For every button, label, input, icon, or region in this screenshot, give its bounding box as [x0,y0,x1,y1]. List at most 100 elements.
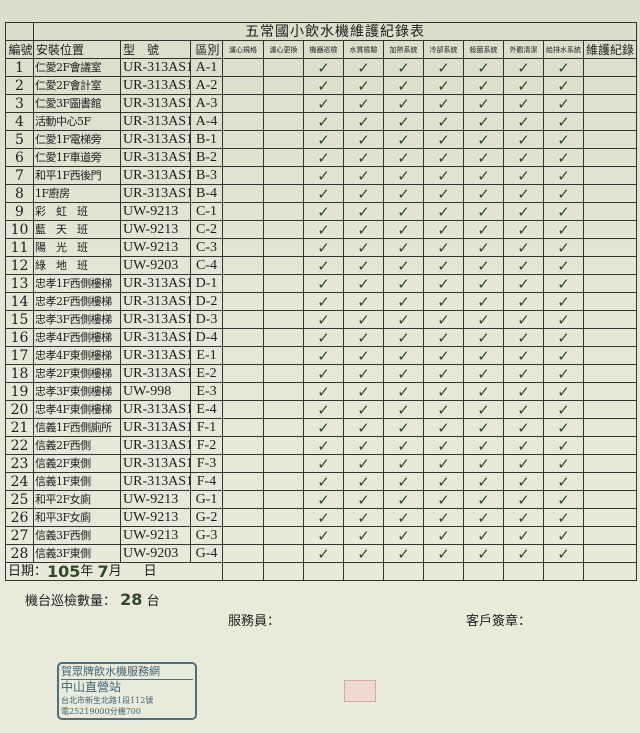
cell-location: 綠 地 班 [33,256,121,275]
cell-zone: C-4 [190,256,223,275]
cell-10: ✓ [463,58,504,77]
cell-9: ✓ [423,382,464,401]
table-row: 22 信義2F西側 UR-313AS1 F-2 ✓ ✓ ✓ ✓ ✓ ✓ ✓ [5,436,638,455]
check-mark-icon: ✓ [317,382,330,401]
cell-11: ✓ [503,130,544,149]
cell-13 [582,364,638,383]
cell-4 [222,418,264,437]
check-mark-icon: ✓ [397,202,410,221]
cell-location: 陽 光 班 [33,238,121,257]
cell-4 [222,454,264,473]
cell-12: ✓ [543,256,584,275]
cell-12: ✓ [543,166,584,185]
cell-4 [222,472,264,491]
cell-12: ✓ [543,544,584,563]
cell-13 [582,256,638,275]
cell-number: 8 [5,184,34,203]
check-mark-icon: ✓ [357,418,370,437]
empty-cell [303,562,344,581]
check-mark-icon: ✓ [357,274,370,293]
cell-10: ✓ [463,418,504,437]
table-row: 16 忠孝4F西側樓梯 UR-313AS1 D-4 ✓ ✓ ✓ ✓ ✓ ✓ ✓ [5,328,638,347]
cell-8: ✓ [383,400,424,419]
cell-8: ✓ [383,544,424,563]
check-mark-icon: ✓ [557,256,570,275]
cell-7: ✓ [343,202,384,221]
cell-location: 仁愛2F會計室 [33,76,121,95]
cell-location: 信義2F東側 [33,454,121,473]
check-mark-icon: ✓ [357,76,370,95]
check-mark-icon: ✓ [557,472,570,491]
table-row: 5 仁愛1F電梯旁 UR-313AS1 B-1 ✓ ✓ ✓ ✓ ✓ ✓ ✓ [5,130,638,149]
maintenance-table: 五常國小飲水機維護紀錄表 編號 安裝位置型 號區別 濾心規格 濾心更換 機器巡檢 水質檢驗… [5,22,638,581]
check-mark-icon: ✓ [477,202,490,221]
cell-12: ✓ [543,472,584,491]
cell-10: ✓ [463,364,504,383]
date-part: 7 [97,562,109,581]
cell-9: ✓ [423,544,464,563]
cell-4 [222,184,264,203]
cell-model: UR-313AS1 [120,292,191,311]
cell-6: ✓ [303,418,344,437]
check-mark-icon: ✓ [437,238,450,257]
column-header: 濾心更換 [263,40,304,59]
cell-10: ✓ [463,220,504,239]
cell-11: ✓ [503,76,544,95]
cell-9: ✓ [423,508,464,527]
check-mark-icon: ✓ [517,220,530,239]
check-mark-icon: ✓ [397,94,410,113]
date-cell: 日期：105年 7月 日 [5,562,223,581]
cell-5 [263,328,304,347]
cell-11: ✓ [503,472,544,491]
company-stamp: 賀眾牌飲水機服務網 中山直營站 台北市新生北路1段112號 電25219000分… [57,662,197,720]
cell-model: UR-313AS1 [120,148,191,167]
check-mark-icon: ✓ [557,130,570,149]
date-part: 日 [143,563,157,579]
cell-model: UR-313AS1 [120,58,191,77]
cell-model: UW-9213 [120,490,191,509]
cell-number: 19 [5,382,34,401]
cell-number: 9 [5,202,34,221]
cell-7: ✓ [343,382,384,401]
cell-4 [222,400,264,419]
cell-model: UR-313AS1 [120,94,191,113]
cell-11: ✓ [503,238,544,257]
cell-number: 20 [5,400,34,419]
cell-7: ✓ [343,544,384,563]
check-mark-icon: ✓ [517,364,530,383]
column-header: 冷卻系統 [423,40,464,59]
table-row: 1 仁愛2F會議室 UR-313AS1 A-1 ✓ ✓ ✓ ✓ ✓ ✓ ✓ [5,58,638,77]
cell-12: ✓ [543,94,584,113]
check-mark-icon: ✓ [557,490,570,509]
cell-6: ✓ [303,454,344,473]
empty-cell [463,562,504,581]
check-mark-icon: ✓ [317,400,330,419]
cell-4 [222,526,264,545]
cell-number: 2 [5,76,34,95]
check-mark-icon: ✓ [437,436,450,455]
check-mark-icon: ✓ [317,238,330,257]
column-header: 維護紀錄 [582,40,638,59]
cell-12: ✓ [543,238,584,257]
table-row: 4 活動中心5F UR-313AS1 A-4 ✓ ✓ ✓ ✓ ✓ ✓ ✓ [5,112,638,131]
cell-10: ✓ [463,292,504,311]
cell-4 [222,238,264,257]
check-mark-icon: ✓ [557,148,570,167]
cell-zone: E-1 [190,346,223,365]
cell-location: 和平3F女廁 [33,508,121,527]
check-mark-icon: ✓ [397,382,410,401]
cell-number: 18 [5,364,34,383]
check-mark-icon: ✓ [437,76,450,95]
cell-zone: A-4 [190,112,223,131]
table-row: 20 忠孝4F東側樓梯 UR-313AS1 E-4 ✓ ✓ ✓ ✓ ✓ ✓ ✓ [5,400,638,419]
cell-10: ✓ [463,400,504,419]
cell-6: ✓ [303,166,344,185]
check-mark-icon: ✓ [557,112,570,131]
cell-5 [263,364,304,383]
cell-location: 忠孝4F東側樓梯 [33,346,121,365]
empty-cell [423,562,464,581]
header-row: 編號 安裝位置型 號區別 濾心規格 濾心更換 機器巡檢 水質檢驗 加熱系統 冷卻系統 殺菌系統外… [5,40,638,59]
cell-5 [263,238,304,257]
cell-9: ✓ [423,418,464,437]
check-mark-icon: ✓ [317,130,330,149]
